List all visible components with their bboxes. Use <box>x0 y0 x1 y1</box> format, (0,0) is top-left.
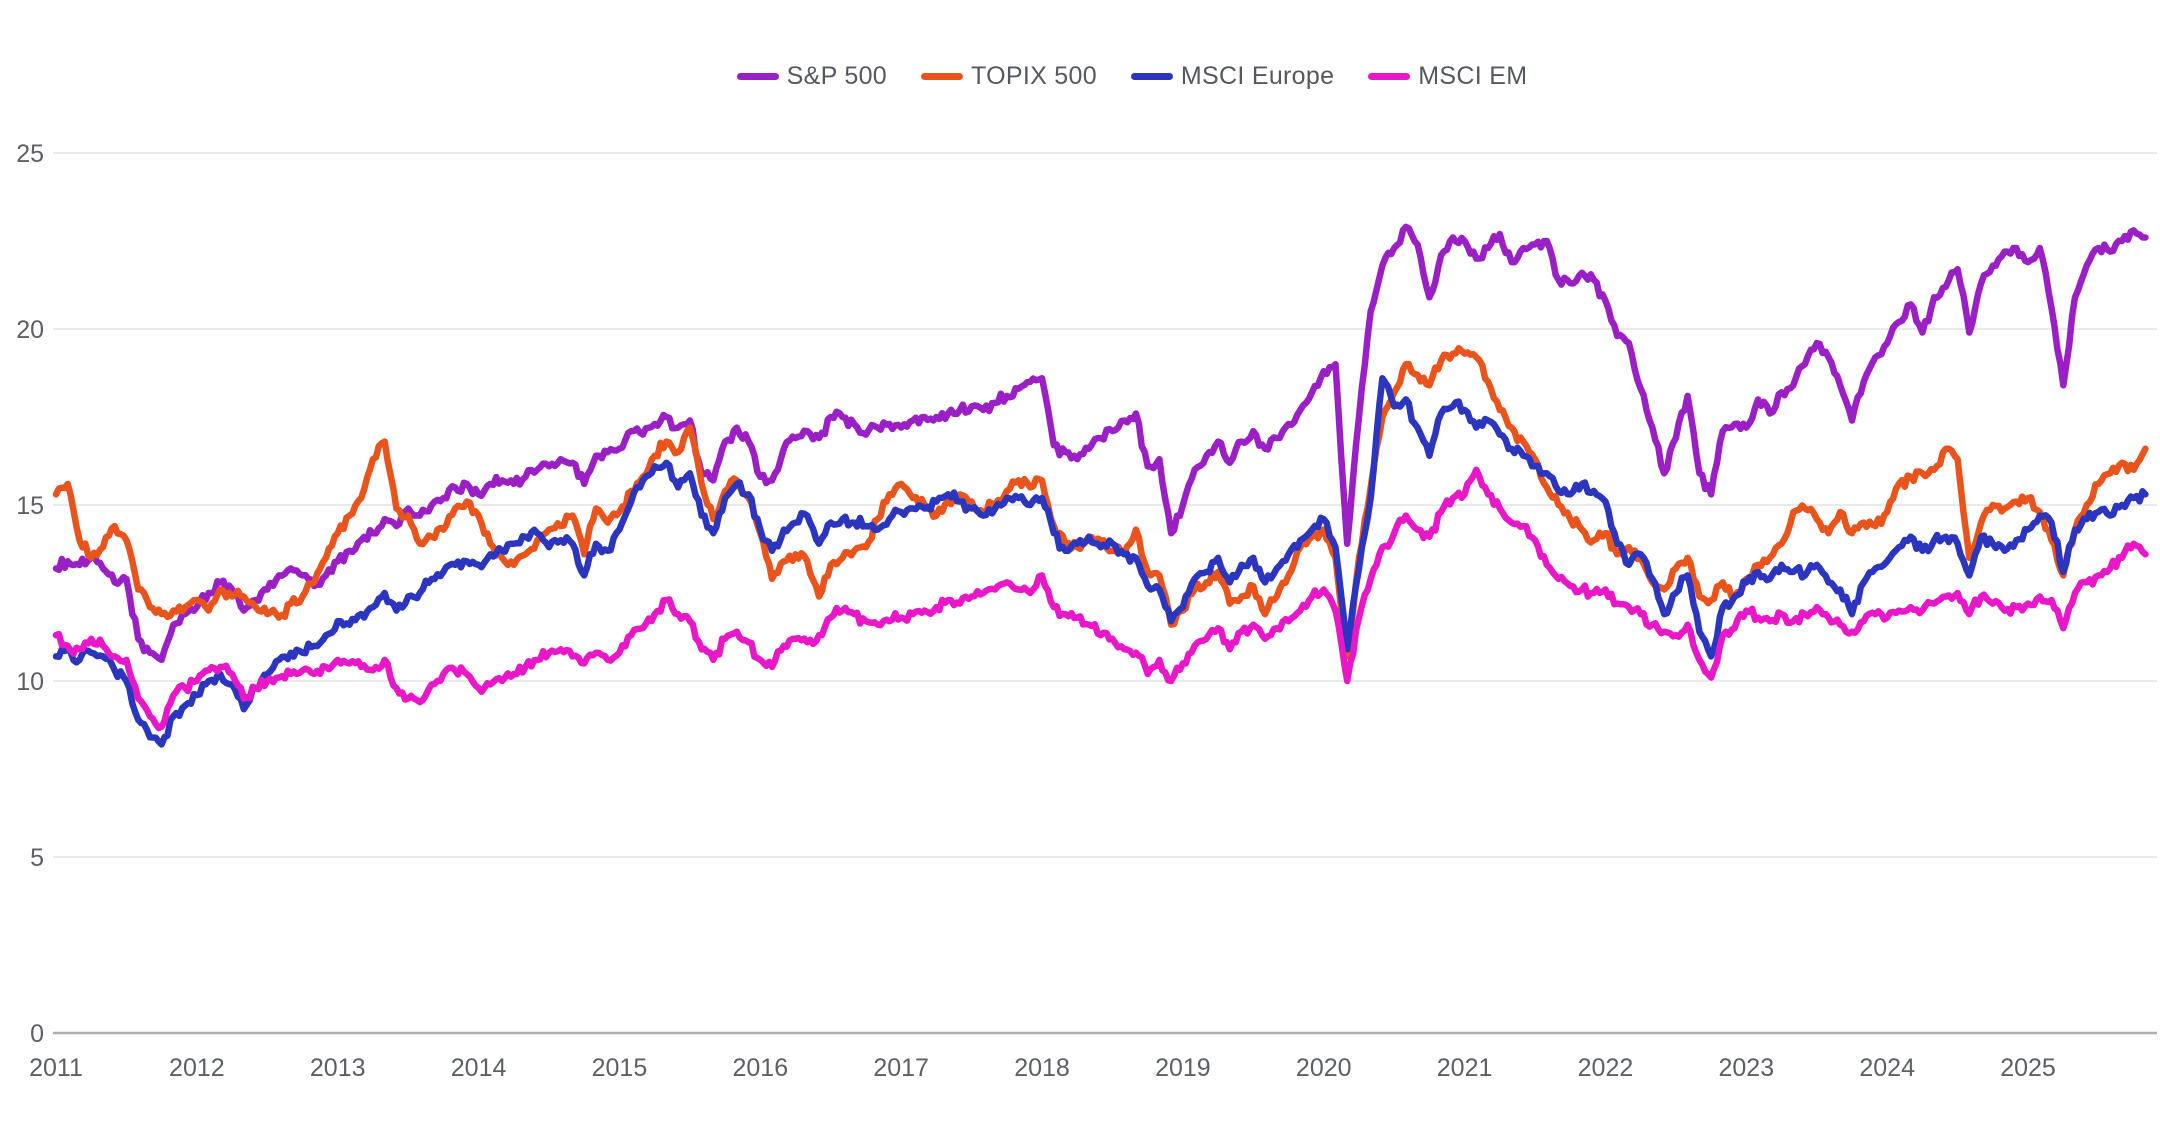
y-tick-label: 0 <box>30 1020 44 1048</box>
series-line-msci-em <box>52 466 2149 732</box>
y-tick-label: 10 <box>16 668 44 696</box>
x-tick-label: 2011 <box>29 1054 83 1082</box>
series-line-s-p-500 <box>52 223 2149 664</box>
x-tick-label: 2020 <box>1296 1054 1352 1082</box>
x-tick-label: 2021 <box>1437 1054 1493 1082</box>
x-tick-label: 2015 <box>592 1054 648 1082</box>
series-line-topix-500 <box>52 344 2149 660</box>
y-axis-labels: 0 5 10 15 20 25 <box>16 140 44 1048</box>
x-tick-label: 2024 <box>1859 1054 1915 1082</box>
x-tick-label: 2023 <box>1719 1054 1775 1082</box>
gridlines <box>53 152 2157 858</box>
x-tick-label: 2014 <box>451 1054 507 1082</box>
y-tick-label: 15 <box>16 492 44 520</box>
x-tick-label: 2019 <box>1155 1054 1211 1082</box>
y-tick-label: 20 <box>16 316 44 344</box>
x-tick-label: 2013 <box>310 1054 366 1082</box>
y-tick-label: 5 <box>30 844 44 872</box>
x-tick-label: 2016 <box>732 1054 788 1082</box>
x-tick-label: 2022 <box>1578 1054 1634 1082</box>
x-tick-label: 2018 <box>1014 1054 1070 1082</box>
x-axis-labels: 2011 2012 2013 2014 2015 2016 2017 2018 2019 2020… <box>29 1054 2056 1082</box>
x-tick-label: 2012 <box>169 1054 225 1082</box>
series-lines <box>52 223 2149 748</box>
series-line-msci-europe <box>52 375 2149 748</box>
x-tick-label: 2017 <box>873 1054 929 1082</box>
y-tick-label: 25 <box>16 140 44 168</box>
x-tick-label: 2025 <box>2000 1054 2056 1082</box>
